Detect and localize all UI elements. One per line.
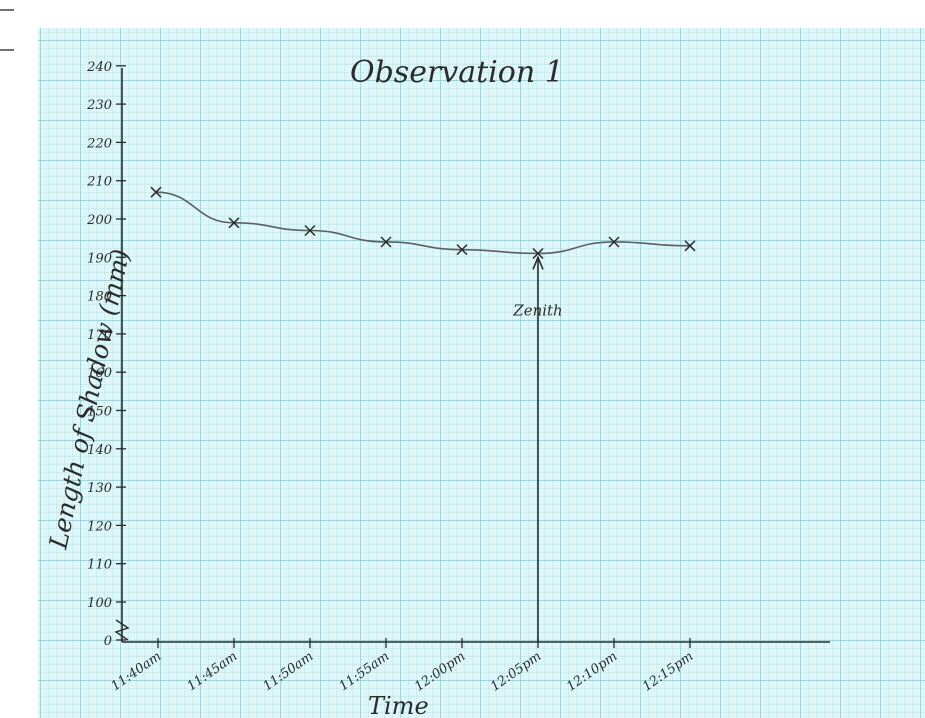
y-tick-label-110: 110: [87, 558, 112, 573]
y-tick-label-180: 180: [87, 290, 112, 305]
y-tick-label-100: 100: [87, 596, 112, 611]
zenith-annotation-label: Zenith: [512, 301, 562, 319]
data-point-2: [304, 224, 316, 237]
data-point-6: [608, 236, 620, 248]
y-tick-label-240: 240: [86, 60, 112, 75]
data-point-3: [380, 236, 392, 248]
y-tick-label-170: 170: [87, 328, 112, 343]
data-point-7: [684, 240, 696, 252]
y-tick-label-220: 220: [86, 136, 112, 151]
y-tick-label-140: 140: [87, 443, 112, 458]
data-point-5: [532, 247, 544, 260]
y-tick-label-200: 200: [86, 213, 112, 228]
y-axis-break-mark: [114, 619, 130, 641]
y-tick-label-210: 210: [86, 175, 112, 190]
zenith-arrowhead: [532, 255, 544, 270]
y-tick-label-130: 130: [87, 481, 112, 496]
axes: [114, 68, 830, 643]
data-point-4: [456, 244, 468, 256]
data-point-1: [228, 217, 240, 229]
y-tick-label-0: 0: [104, 634, 112, 649]
y-tick-label-150: 150: [87, 405, 112, 420]
annotation-group: Zenith: [512, 255, 563, 642]
y-tick-label-230: 230: [86, 98, 112, 113]
data-point-0: [150, 186, 162, 198]
x-axis-label: Time: [368, 692, 429, 718]
y-tick-label-160: 160: [87, 366, 112, 381]
y-tick-label-190: 190: [87, 251, 112, 266]
y-tick-group: 0 100 110 120 130 140 150 160 170 180 190 200 210 220…: [86, 60, 126, 649]
graph-paper-grid: [38, 28, 925, 718]
chart-title: Observation 1: [350, 55, 564, 90]
y-tick-label-120: 120: [87, 519, 112, 534]
series-group: [150, 186, 696, 260]
